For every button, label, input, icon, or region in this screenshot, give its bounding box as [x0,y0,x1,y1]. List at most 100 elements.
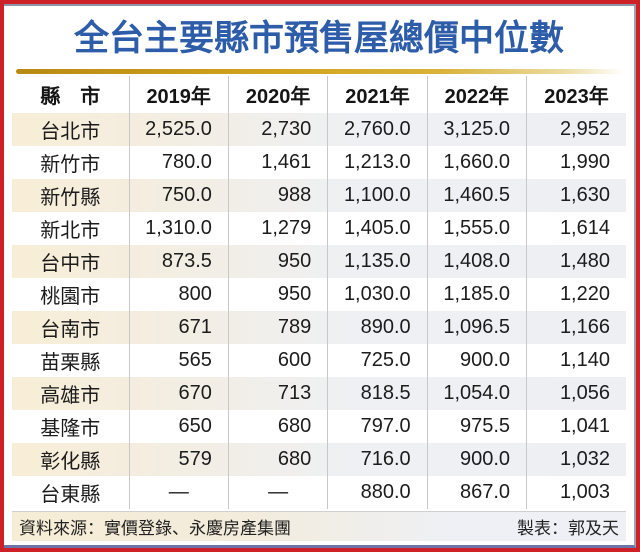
price-cell: 1,166 [526,310,626,344]
price-cell: 1,460.5 [426,178,527,212]
price-cell: 1,140 [526,343,626,377]
county-cell: 新竹縣 [40,186,101,209]
county-cell: 新竹市 [40,153,101,176]
year-column-header: 2019年 [128,75,229,113]
credit-note: 製表：郭及天 [517,519,619,538]
county-cell: 基隆市 [40,417,101,440]
price-cell: 1,220 [526,277,626,311]
table-row: 新北市 1,310.0 1,279 1,405.0 1,555.0 1,614 [12,211,626,245]
price-cell: 1,990 [526,145,626,179]
price-cell: 1,135.0 [327,244,428,278]
price-cell: 900.0 [426,343,527,377]
price-cell: 890.0 [327,310,428,344]
county-cell: 台南市 [40,318,101,341]
missing-value-cell: — [227,475,328,509]
year-column-header: 2023年 [526,75,626,113]
price-cell: 680 [227,409,328,443]
price-cell: 670 [128,376,229,410]
price-cell: 579 [128,442,229,476]
price-cell: 1,461 [227,145,328,179]
county-cell: 台東縣 [40,483,101,506]
price-cell: 1,096.5 [426,310,527,344]
price-cell: 1,056 [526,376,626,410]
county-cell: 新北市 [40,219,101,242]
footer-bar: 資料來源：實價登錄、永慶房產集團 製表：郭及天 [12,511,626,541]
price-cell: 3,125.0 [426,112,527,146]
county-cell: 高雄市 [40,384,101,407]
source-note: 資料來源：實價登錄、永慶房產集團 [19,519,291,538]
price-cell: 1,030.0 [327,277,428,311]
county-cell: 桃園市 [40,285,101,308]
price-cell: 1,279 [227,211,328,245]
price-cell: 1,555.0 [426,211,527,245]
price-cell: 1,405.0 [327,211,428,245]
price-cell: 650 [128,409,229,443]
table-row: 桃園市 800 950 1,030.0 1,185.0 1,220 [12,277,626,311]
county-column-header: 縣 市 [12,75,129,113]
table-row: 台北市 2,525.0 2,730 2,760.0 3,125.0 2,952 [12,112,626,146]
county-cell: 台北市 [40,120,101,143]
price-cell: 1,614 [526,211,626,245]
price-cell: 950 [227,244,328,278]
table-row: 台東縣 — —880.0 867.0 1,003 [12,475,626,509]
price-cell: 1,032 [526,442,626,476]
price-cell: 800 [128,277,229,311]
price-cell: 750.0 [128,178,229,212]
price-cell: 1,408.0 [426,244,527,278]
county-cell: 苗栗縣 [40,351,101,374]
price-cell: 797.0 [327,409,428,443]
missing-value-cell: — [128,475,229,509]
county-cell: 台中市 [40,252,101,275]
header-row: 縣 市 2019年 2020年 2021年 2022年 2023年 [12,75,626,113]
price-cell: 1,041 [526,409,626,443]
table-row: 新竹縣 750.0 988 1,100.0 1,460.5 1,630 [12,178,626,212]
price-cell: 1,185.0 [426,277,527,311]
content-area: 全台主要縣市預售屋總價中位數 縣 市 2019年 2020年 2021年 2022年 20… [4,4,636,548]
price-cell: 975.5 [426,409,527,443]
price-cell: 950 [227,277,328,311]
price-cell: 2,525.0 [128,112,229,146]
price-cell: 789 [227,310,328,344]
price-cell: 1,003 [526,475,626,509]
price-cell: 725.0 [327,343,428,377]
price-cell: 1,480 [526,244,626,278]
price-cell: 988 [227,178,328,212]
price-cell: 600 [227,343,328,377]
price-cell: 716.0 [327,442,428,476]
price-cell: 565 [128,343,229,377]
table-row: 台南市 671 789 890.0 1,096.5 1,166 [12,310,626,344]
year-column-header: 2022年 [426,75,527,113]
page-title: 全台主要縣市預售屋總價中位數 [73,19,564,58]
price-cell: 873.5 [128,244,229,278]
price-cell: 671 [128,310,229,344]
table-row: 台中市 873.5 950 1,135.0 1,408.0 1,480 [12,244,626,278]
price-cell: 818.5 [327,376,428,410]
price-cell: 900.0 [426,442,527,476]
price-cell: 867.0 [426,475,527,509]
price-cell: 2,730 [227,112,328,146]
price-cell: 780.0 [128,145,229,179]
price-cell: 1,054.0 [426,376,527,410]
price-cell: 1,660.0 [426,145,527,179]
county-cell: 彰化縣 [40,450,101,473]
price-cell: 680 [227,442,328,476]
price-cell: 2,952 [526,112,626,146]
table-body: 台北市 2,525.0 2,730 2,760.0 3,125.0 2,952 新竹市 780… [12,112,626,509]
price-cell: 1,310.0 [128,211,229,245]
table-row: 苗栗縣 565 600 725.0 900.0 1,140 [12,343,626,377]
price-cell: 1,100.0 [327,178,428,212]
price-table: 縣 市 2019年 2020年 2021年 2022年 2023年 台北市 2,525.0 2… [12,75,626,509]
price-cell: 880.0 [327,475,428,509]
year-column-header: 2021年 [327,75,428,113]
price-cell: 1,630 [526,178,626,212]
gold-divider [16,68,624,74]
table-row: 高雄市 670 713 818.5 1,054.0 1,056 [12,376,626,410]
price-cell: 2,760.0 [327,112,428,146]
table-row: 新竹市 780.0 1,461 1,213.0 1,660.0 1,990 [12,145,626,179]
price-cell: 713 [227,376,328,410]
price-cell: 1,213.0 [327,145,428,179]
table-row: 彰化縣 579 680 716.0 900.0 1,032 [12,442,626,476]
year-column-header: 2020年 [227,75,328,113]
table-row: 基隆市 650 680 797.0 975.5 1,041 [12,409,626,443]
